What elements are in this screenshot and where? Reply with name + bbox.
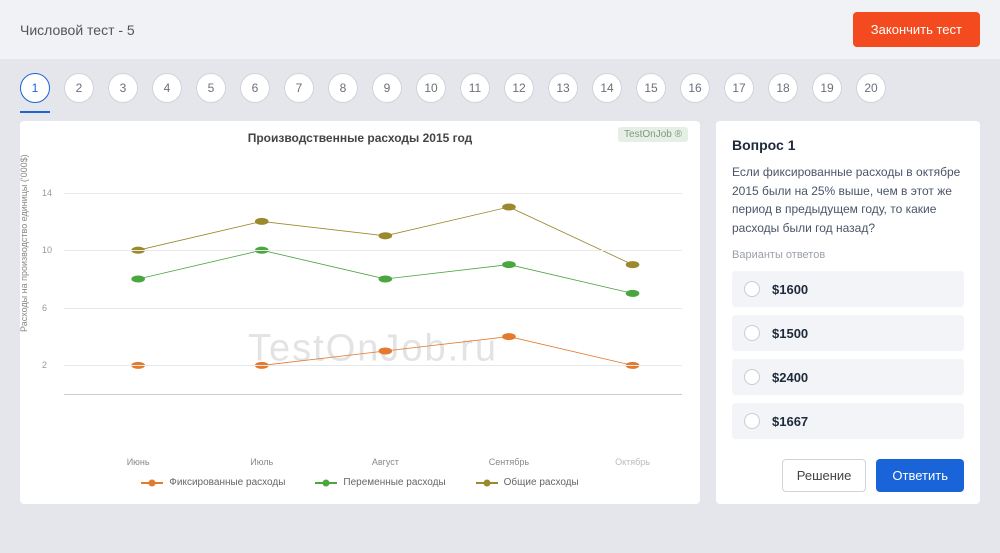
options-list: $1600 $1500 $2400 $1667 <box>732 271 964 439</box>
legend-marker-icon <box>476 482 498 484</box>
page-dot-15[interactable]: 15 <box>636 73 666 103</box>
radio-icon <box>744 369 760 385</box>
series-marker <box>626 290 640 297</box>
radio-icon <box>744 325 760 341</box>
grid-line <box>64 250 682 251</box>
series-marker <box>379 347 393 354</box>
page-dot-9[interactable]: 9 <box>372 73 402 103</box>
page-dot-2[interactable]: 2 <box>64 73 94 103</box>
chart-legend: Фиксированные расходы Переменные расходы О… <box>30 471 690 492</box>
grid-line <box>64 193 682 194</box>
y-tick-label: 10 <box>42 245 52 255</box>
y-tick-label: 2 <box>42 360 47 370</box>
page-dot-14[interactable]: 14 <box>592 73 622 103</box>
page-dot-6[interactable]: 6 <box>240 73 270 103</box>
series-marker <box>502 333 516 340</box>
y-tick-label: 14 <box>42 188 52 198</box>
question-text: Если фиксированные расходы в октябре 201… <box>732 163 964 237</box>
series-marker <box>502 261 516 268</box>
legend-marker-icon <box>141 482 163 484</box>
page-dot-5[interactable]: 5 <box>196 73 226 103</box>
series-marker <box>255 218 269 225</box>
solution-button[interactable]: Решение <box>782 459 867 492</box>
active-indicator <box>20 111 50 113</box>
answer-option-3[interactable]: $1667 <box>732 403 964 439</box>
legend-item: Общие расходы <box>476 477 579 488</box>
x-tick-label: Август <box>372 457 399 467</box>
option-label: $1600 <box>772 282 808 297</box>
series-marker <box>379 232 393 239</box>
question-pager: 1234567891011121314151617181920 <box>0 59 1000 113</box>
page-dot-8[interactable]: 8 <box>328 73 358 103</box>
page-dot-12[interactable]: 12 <box>504 73 534 103</box>
option-label: $2400 <box>772 370 808 385</box>
radio-icon <box>744 413 760 429</box>
page-dot-16[interactable]: 16 <box>680 73 710 103</box>
page-dot-13[interactable]: 13 <box>548 73 578 103</box>
legend-item: Фиксированные расходы <box>141 477 285 488</box>
x-tick-label: Июль <box>250 457 273 467</box>
page-dot-1[interactable]: 1 <box>20 73 50 103</box>
series-marker <box>379 275 393 282</box>
grid-line <box>64 308 682 309</box>
answer-option-1[interactable]: $1500 <box>732 315 964 351</box>
page-dot-4[interactable]: 4 <box>152 73 182 103</box>
page-dot-17[interactable]: 17 <box>724 73 754 103</box>
page-dot-19[interactable]: 19 <box>812 73 842 103</box>
option-label: $1500 <box>772 326 808 341</box>
chart-y-axis-label: Расходы на производство единицы ('000$) <box>19 154 29 332</box>
chart-card: Производственные расходы 2015 год TestOn… <box>20 121 700 504</box>
legend-marker-icon <box>315 482 337 484</box>
legend-label: Переменные расходы <box>343 477 445 488</box>
radio-icon <box>744 281 760 297</box>
y-tick-label: 6 <box>42 303 47 313</box>
legend-item: Переменные расходы <box>315 477 445 488</box>
page-dot-11[interactable]: 11 <box>460 73 490 103</box>
page-dot-18[interactable]: 18 <box>768 73 798 103</box>
page-dot-7[interactable]: 7 <box>284 73 314 103</box>
page-dot-20[interactable]: 20 <box>856 73 886 103</box>
series-line <box>138 250 632 293</box>
series-marker <box>131 275 145 282</box>
variants-label: Варианты ответов <box>732 249 964 261</box>
test-title: Числовой тест - 5 <box>20 22 135 38</box>
series-marker <box>502 203 516 210</box>
question-title: Вопрос 1 <box>732 137 964 153</box>
page-dot-3[interactable]: 3 <box>108 73 138 103</box>
answer-option-2[interactable]: $2400 <box>732 359 964 395</box>
x-tick-label: Сентябрь <box>489 457 529 467</box>
page-dot-10[interactable]: 10 <box>416 73 446 103</box>
legend-label: Фиксированные расходы <box>169 477 285 488</box>
chart-title: Производственные расходы 2015 год <box>30 127 690 151</box>
series-marker <box>626 261 640 268</box>
option-label: $1667 <box>772 414 808 429</box>
x-tick-label: Июнь <box>127 457 150 467</box>
question-card: Вопрос 1 Если фиксированные расходы в ок… <box>716 121 980 504</box>
grid-line <box>64 365 682 366</box>
finish-test-button[interactable]: Закончить тест <box>853 12 980 47</box>
answer-option-0[interactable]: $1600 <box>732 271 964 307</box>
x-tick-label: Октябрь <box>615 457 650 467</box>
watermark-badge: TestOnJob ® <box>618 127 688 142</box>
legend-label: Общие расходы <box>504 477 579 488</box>
answer-button[interactable]: Ответить <box>876 459 964 492</box>
chart-plot-area: TestOnJob.ru 261014ИюньИюльАвгустСентябр… <box>64 151 682 471</box>
